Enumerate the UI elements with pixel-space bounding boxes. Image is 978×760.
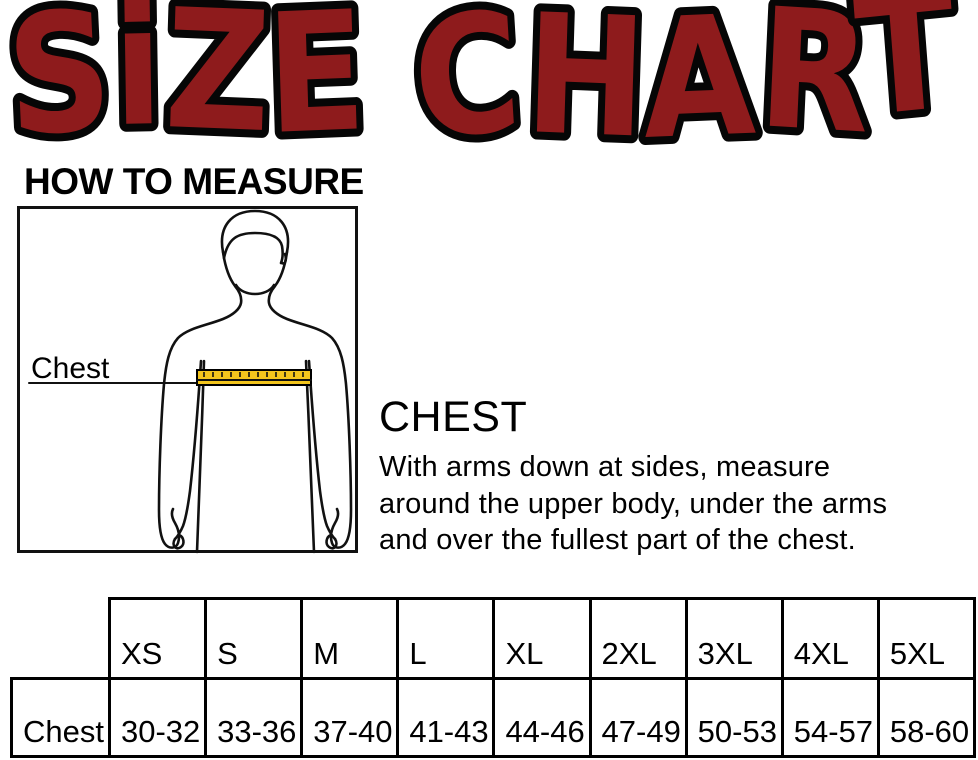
measure-diagram: Chest xyxy=(17,206,358,554)
size-column-header: M xyxy=(300,597,400,680)
size-column-header: L xyxy=(396,597,496,680)
chest-value-cell: 37-40 xyxy=(300,677,400,758)
chest-description: With arms down at sides, measure around … xyxy=(379,449,887,559)
chest-value-cell: 44-46 xyxy=(492,677,592,758)
size-column-header: 5XL xyxy=(876,597,977,680)
figure-left-thumb xyxy=(172,533,185,550)
tape-measure-icon xyxy=(196,369,312,386)
figure-hair-outline xyxy=(220,209,290,254)
size-column-header: 4XL xyxy=(780,597,880,680)
size-column-header: S xyxy=(204,597,304,680)
chest-description-line: and over the fullest part of the chest. xyxy=(379,524,856,556)
diagram-frame xyxy=(17,206,358,553)
chest-description-line: With arms down at sides, measure xyxy=(379,451,831,483)
chest-value-cell: 30-32 xyxy=(107,677,208,758)
size-table: XS S M L XL 2XL 3XL 4XL 5XL Chest 30-32 … xyxy=(10,597,977,758)
figure-chin xyxy=(234,283,276,296)
chest-value-cell: 54-57 xyxy=(780,677,880,758)
size-column-header: XS xyxy=(107,597,208,680)
row-label-cell: Chest xyxy=(10,677,111,758)
figure-hairline xyxy=(222,231,284,265)
figure-right-inner-arm xyxy=(307,359,337,541)
page-title: SiZE CHART xyxy=(2,0,963,156)
chest-measurements-row: Chest 30-32 33-36 37-40 41-43 44-46 47-4… xyxy=(10,677,977,758)
figure-left-inner-arm xyxy=(173,359,203,541)
chest-value-cell: 47-49 xyxy=(588,677,688,758)
size-table-header-row: XS S M L XL 2XL 3XL 4XL 5XL xyxy=(11,597,977,680)
chest-value-cell: 58-60 xyxy=(876,677,977,758)
figure-right-outline xyxy=(267,250,353,549)
diagram-chest-label: Chest xyxy=(31,352,110,385)
chest-heading: CHEST xyxy=(379,393,528,441)
size-column-header: 3XL xyxy=(684,597,784,680)
figure-left-outline xyxy=(157,250,243,549)
size-column-header: XL xyxy=(492,597,592,680)
chest-value-cell: 33-36 xyxy=(204,677,304,758)
how-to-measure-heading: HOW TO MEASURE xyxy=(24,161,364,202)
chest-value-cell: 41-43 xyxy=(396,677,496,758)
figure-right-thumb xyxy=(325,533,338,550)
size-column-header: 2XL xyxy=(588,597,688,680)
chest-value-cell: 50-53 xyxy=(684,677,784,758)
size-table-corner-cell xyxy=(11,598,110,679)
title-art: SiZE CHART xyxy=(0,0,971,156)
chest-description-line: around the upper body, under the arms xyxy=(379,487,888,520)
